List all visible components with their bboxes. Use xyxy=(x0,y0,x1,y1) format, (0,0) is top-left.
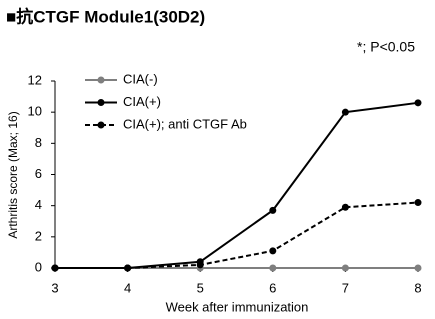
series-line xyxy=(55,201,419,269)
x-tick-label: 4 xyxy=(124,280,131,295)
x-axis-label: Week after immunization xyxy=(166,299,309,314)
point xyxy=(51,264,59,272)
y-tick-label: 0 xyxy=(35,259,42,274)
y-tick-label: 4 xyxy=(35,197,42,212)
x-tick-label: 6 xyxy=(269,280,276,295)
legend-label: CIA(+) xyxy=(123,94,161,109)
point xyxy=(341,108,349,116)
x-tick-label: 3 xyxy=(51,280,58,295)
point xyxy=(269,264,277,272)
annotation: *; P<0.05 xyxy=(357,39,415,55)
point xyxy=(196,261,204,269)
y-tick-label: 2 xyxy=(35,228,42,243)
point xyxy=(341,203,349,211)
point xyxy=(414,199,422,207)
legend-marker xyxy=(97,99,105,106)
legend-label: CIA(+); anti CTGF Ab xyxy=(123,116,247,131)
legend-label: CIA(-) xyxy=(123,71,158,86)
point xyxy=(341,264,349,272)
y-tick-label: 6 xyxy=(35,166,42,181)
y-tick-label: 10 xyxy=(28,104,42,119)
legend-marker xyxy=(97,121,105,129)
point xyxy=(269,247,277,255)
point xyxy=(414,264,422,272)
x-tick-label: 5 xyxy=(197,280,204,295)
legend-marker xyxy=(97,76,105,84)
point xyxy=(124,264,132,272)
point xyxy=(414,99,422,107)
x-tick-label: 8 xyxy=(414,280,421,295)
chart-title: ■抗CTGF Module1(30D2) xyxy=(6,6,205,26)
x-tick-label: 7 xyxy=(342,280,349,295)
y-tick-label: 12 xyxy=(28,72,42,87)
point xyxy=(269,206,277,214)
y-axis-label: Arthritis score (Max; 16) xyxy=(6,111,20,238)
y-tick-label: 8 xyxy=(35,135,42,150)
